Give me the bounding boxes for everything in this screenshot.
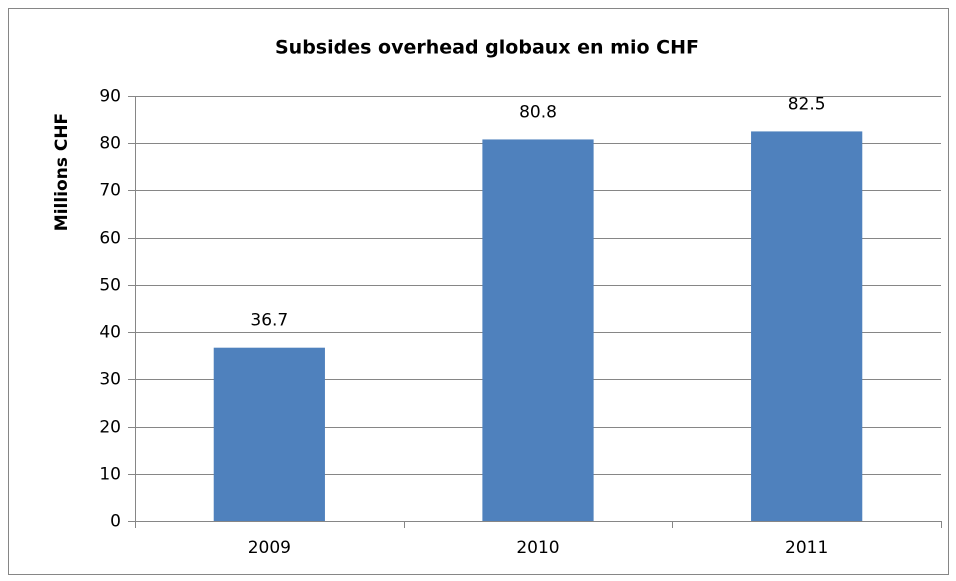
bar (213, 347, 325, 521)
x-tick-label: 2011 (785, 538, 828, 558)
bar (482, 139, 594, 521)
y-tick-label: 0 (110, 512, 121, 532)
data-label: 36.7 (250, 311, 288, 331)
y-tick-label: 20 (99, 418, 121, 438)
y-tick-label: 80 (99, 134, 121, 154)
y-tick-label: 50 (99, 276, 121, 296)
x-tick-label: 2010 (516, 538, 559, 558)
y-tick-label: 90 (99, 87, 121, 107)
data-label: 82.5 (788, 94, 826, 114)
y-tick-label: 40 (99, 323, 121, 343)
bar (751, 131, 863, 521)
y-tick-label: 70 (99, 181, 121, 201)
data-label: 80.8 (519, 102, 557, 122)
chart-title: Subsides overhead globaux en mio CHF (275, 37, 699, 59)
y-tick-label: 30 (99, 370, 121, 390)
y-tick-label: 10 (99, 465, 121, 485)
y-tick-label: 60 (99, 229, 121, 249)
y-axis-label: Millions CHF (52, 113, 72, 231)
x-tick-label: 2009 (248, 538, 291, 558)
